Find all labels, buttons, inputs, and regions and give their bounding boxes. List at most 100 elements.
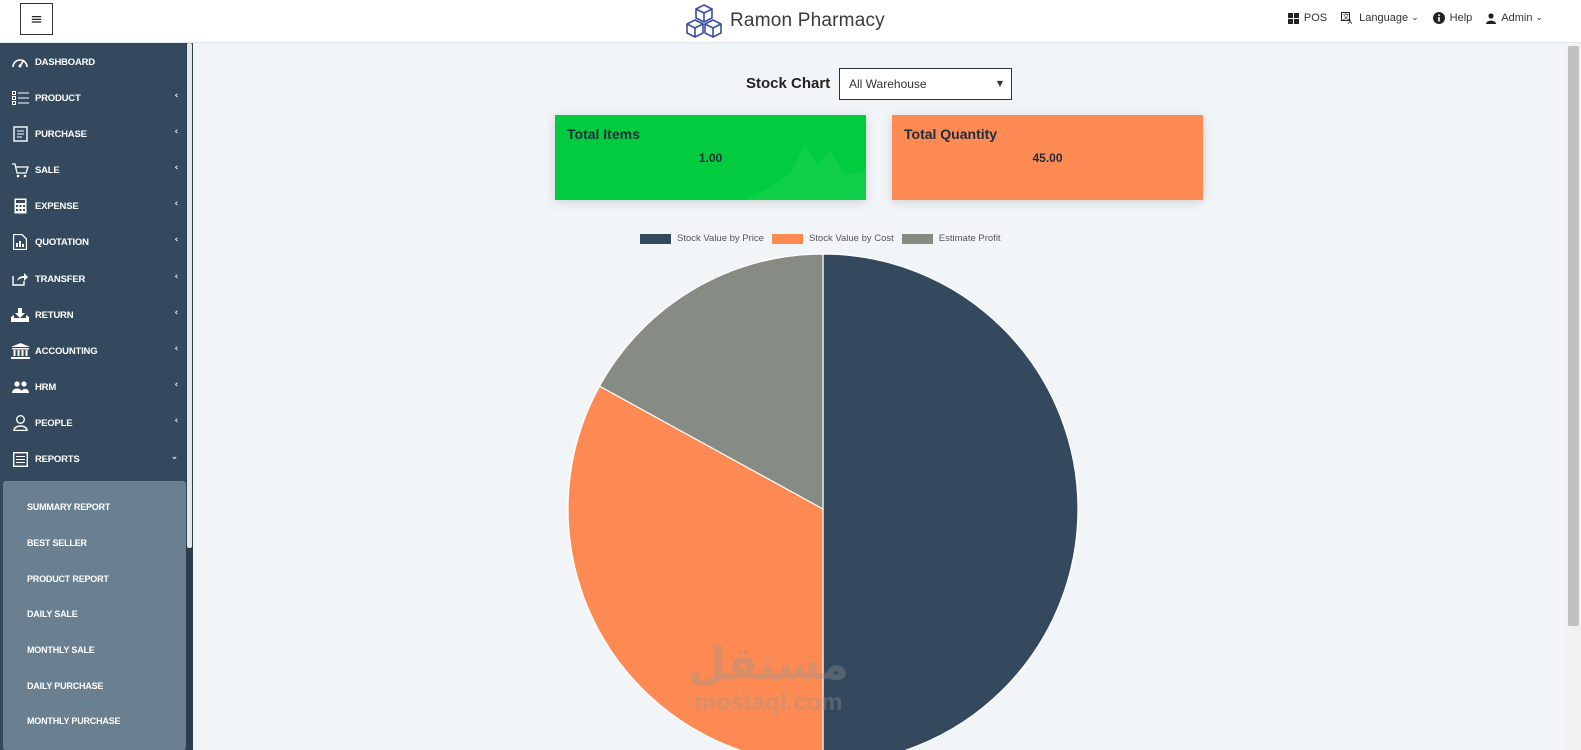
brand-name: Ramon Pharmacy xyxy=(730,10,885,31)
card-value: 1.00 xyxy=(698,151,723,165)
chevron-left-icon: ‹ xyxy=(174,416,178,426)
sidebar-item-transfer[interactable]: TRANSFER ‹ xyxy=(0,261,186,297)
legend-swatch xyxy=(640,233,671,244)
chevron-down-icon: ⌄ xyxy=(1411,13,1419,23)
sidebar-item-product[interactable]: PRODUCT ‹ xyxy=(0,80,186,116)
sidebar-item-label: RETURN xyxy=(35,309,74,321)
sidebar-item-label: DASHBOARD xyxy=(35,56,95,68)
sidebar-item-dashboard[interactable]: DASHBOARD xyxy=(0,44,186,80)
brand[interactable]: Ramon Pharmacy xyxy=(686,3,885,39)
submenu-item-daily-purchase[interactable]: DAILY PURCHASE xyxy=(27,681,104,691)
sidebar-item-label: SALE xyxy=(35,164,60,176)
card-title: Total Quantity xyxy=(904,126,998,142)
sidebar-item-people[interactable]: PEOPLE ‹ xyxy=(0,405,186,441)
legend-item-cost[interactable]: Stock Value by Cost xyxy=(771,233,894,244)
legend-item-price[interactable]: Stock Value by Price xyxy=(640,233,764,244)
chevron-left-icon: ‹ xyxy=(174,308,178,318)
sidebar-scrollbar-thumb[interactable] xyxy=(187,43,192,548)
total-quantity-card: Total Quantity 45.00 xyxy=(892,115,1203,200)
submenu-item-monthly-sale[interactable]: MONTHLY SALE xyxy=(27,645,95,655)
cart-icon xyxy=(11,162,29,177)
pos-label: POS xyxy=(1303,12,1328,24)
sidebar-item-accounting[interactable]: ACCOUNTING ‹ xyxy=(0,333,186,369)
sidebar-item-sale[interactable]: SALE ‹ xyxy=(0,152,186,188)
submenu-item-summary-report[interactable]: SUMMARY REPORT xyxy=(27,502,111,512)
chart-legend: Stock Value by Price Stock Value by Cost… xyxy=(640,233,1009,244)
translate-icon: 文A xyxy=(1341,12,1353,24)
sidebar-item-return[interactable]: RETURN ‹ xyxy=(0,297,186,333)
warehouse-select[interactable]: All Warehouse ▼ xyxy=(839,68,1012,100)
chevron-left-icon: ‹ xyxy=(174,91,178,101)
chevron-left-icon: ‹ xyxy=(174,344,178,354)
admin-dropdown[interactable]: Admin ⌄ xyxy=(1486,12,1543,24)
legend-swatch xyxy=(771,233,803,244)
pie-slice-1[interactable] xyxy=(822,253,1079,750)
dashboard-icon xyxy=(12,59,28,68)
svg-text:文: 文 xyxy=(1343,12,1350,21)
calculator-icon xyxy=(14,198,26,214)
sparkline-decoration xyxy=(745,145,866,200)
users-icon xyxy=(11,380,29,393)
person-icon xyxy=(12,415,28,431)
watermark-arabic: مستقل xyxy=(688,639,849,690)
legend-label: Estimate Profit xyxy=(938,233,1001,244)
share-icon xyxy=(12,273,28,286)
download-tray-icon xyxy=(11,308,29,322)
help-dropdown[interactable]: Help xyxy=(1432,12,1473,24)
submenu-item-monthly-purchase[interactable]: MONTHLY PURCHASE xyxy=(27,716,121,726)
menu-toggle-button[interactable]: ≡ xyxy=(20,3,53,35)
help-label: Help xyxy=(1449,12,1473,24)
quote-chart-icon xyxy=(13,234,27,250)
cubes-logo-icon xyxy=(686,4,722,38)
legend-label: Stock Value by Price xyxy=(677,233,764,244)
dropdown-arrow-icon: ▼ xyxy=(996,79,1003,88)
report-icon xyxy=(12,451,28,467)
sidebar-item-quotation[interactable]: QUOTATION ‹ xyxy=(0,224,186,260)
sidebar-item-reports[interactable]: REPORTS ⌄ xyxy=(0,441,186,477)
sidebar-item-label: QUOTATION xyxy=(35,236,89,248)
sidebar-item-label: EXPENSE xyxy=(35,200,79,212)
page-scrollbar-thumb[interactable] xyxy=(1568,46,1579,626)
page-title: Stock Chart xyxy=(746,75,831,92)
legend-label: Stock Value by Cost xyxy=(808,233,894,244)
watermark-latin: mostaql.com xyxy=(694,689,843,716)
mostaql-watermark: مستقل mostaql.com xyxy=(688,640,849,716)
sidebar-item-purchase[interactable]: PURCHASE ‹ xyxy=(0,116,186,152)
legend-item-profit[interactable]: Estimate Profit xyxy=(901,233,1001,244)
admin-label: Admin xyxy=(1501,12,1533,24)
chevron-left-icon: ‹ xyxy=(174,272,178,282)
chevron-down-icon: ⌄ xyxy=(170,452,179,462)
total-items-card: Total Items 1.00 xyxy=(555,115,866,200)
card-title: Total Items xyxy=(567,126,640,142)
user-icon xyxy=(1486,12,1497,24)
chevron-left-icon: ‹ xyxy=(174,235,178,245)
pos-link[interactable]: POS xyxy=(1287,12,1328,24)
card-value: 45.00 xyxy=(1032,151,1063,165)
sidebar-item-label: TRANSFER xyxy=(35,273,86,285)
reports-submenu: SUMMARY REPORT BEST SELLER PRODUCT REPOR… xyxy=(3,481,186,750)
bank-icon xyxy=(10,343,30,359)
sidebar-item-label: PEOPLE xyxy=(35,417,73,429)
sidebar-item-label: REPORTS xyxy=(35,453,80,465)
sidebar-item-label: HRM xyxy=(35,381,57,393)
submenu-item-product-report[interactable]: PRODUCT REPORT xyxy=(27,574,109,584)
receipt-icon xyxy=(12,126,28,142)
sidebar-item-hrm[interactable]: HRM ‹ xyxy=(0,369,186,405)
sidebar-item-expense[interactable]: EXPENSE ‹ xyxy=(0,188,186,224)
grid-icon xyxy=(1287,12,1299,24)
pie-slice-3[interactable] xyxy=(598,253,824,511)
warehouse-select-value: All Warehouse xyxy=(849,77,927,91)
chevron-left-icon: ‹ xyxy=(174,163,178,173)
submenu-item-best-seller[interactable]: BEST SELLER xyxy=(27,538,87,548)
legend-swatch xyxy=(901,233,933,244)
info-icon xyxy=(1432,12,1445,24)
list-icon xyxy=(11,90,29,105)
sidebar-item-label: ACCOUNTING xyxy=(35,345,98,357)
chevron-left-icon: ‹ xyxy=(174,380,178,390)
sidebar-item-label: PURCHASE xyxy=(35,128,87,140)
submenu-item-daily-sale[interactable]: DAILY SALE xyxy=(27,609,78,619)
